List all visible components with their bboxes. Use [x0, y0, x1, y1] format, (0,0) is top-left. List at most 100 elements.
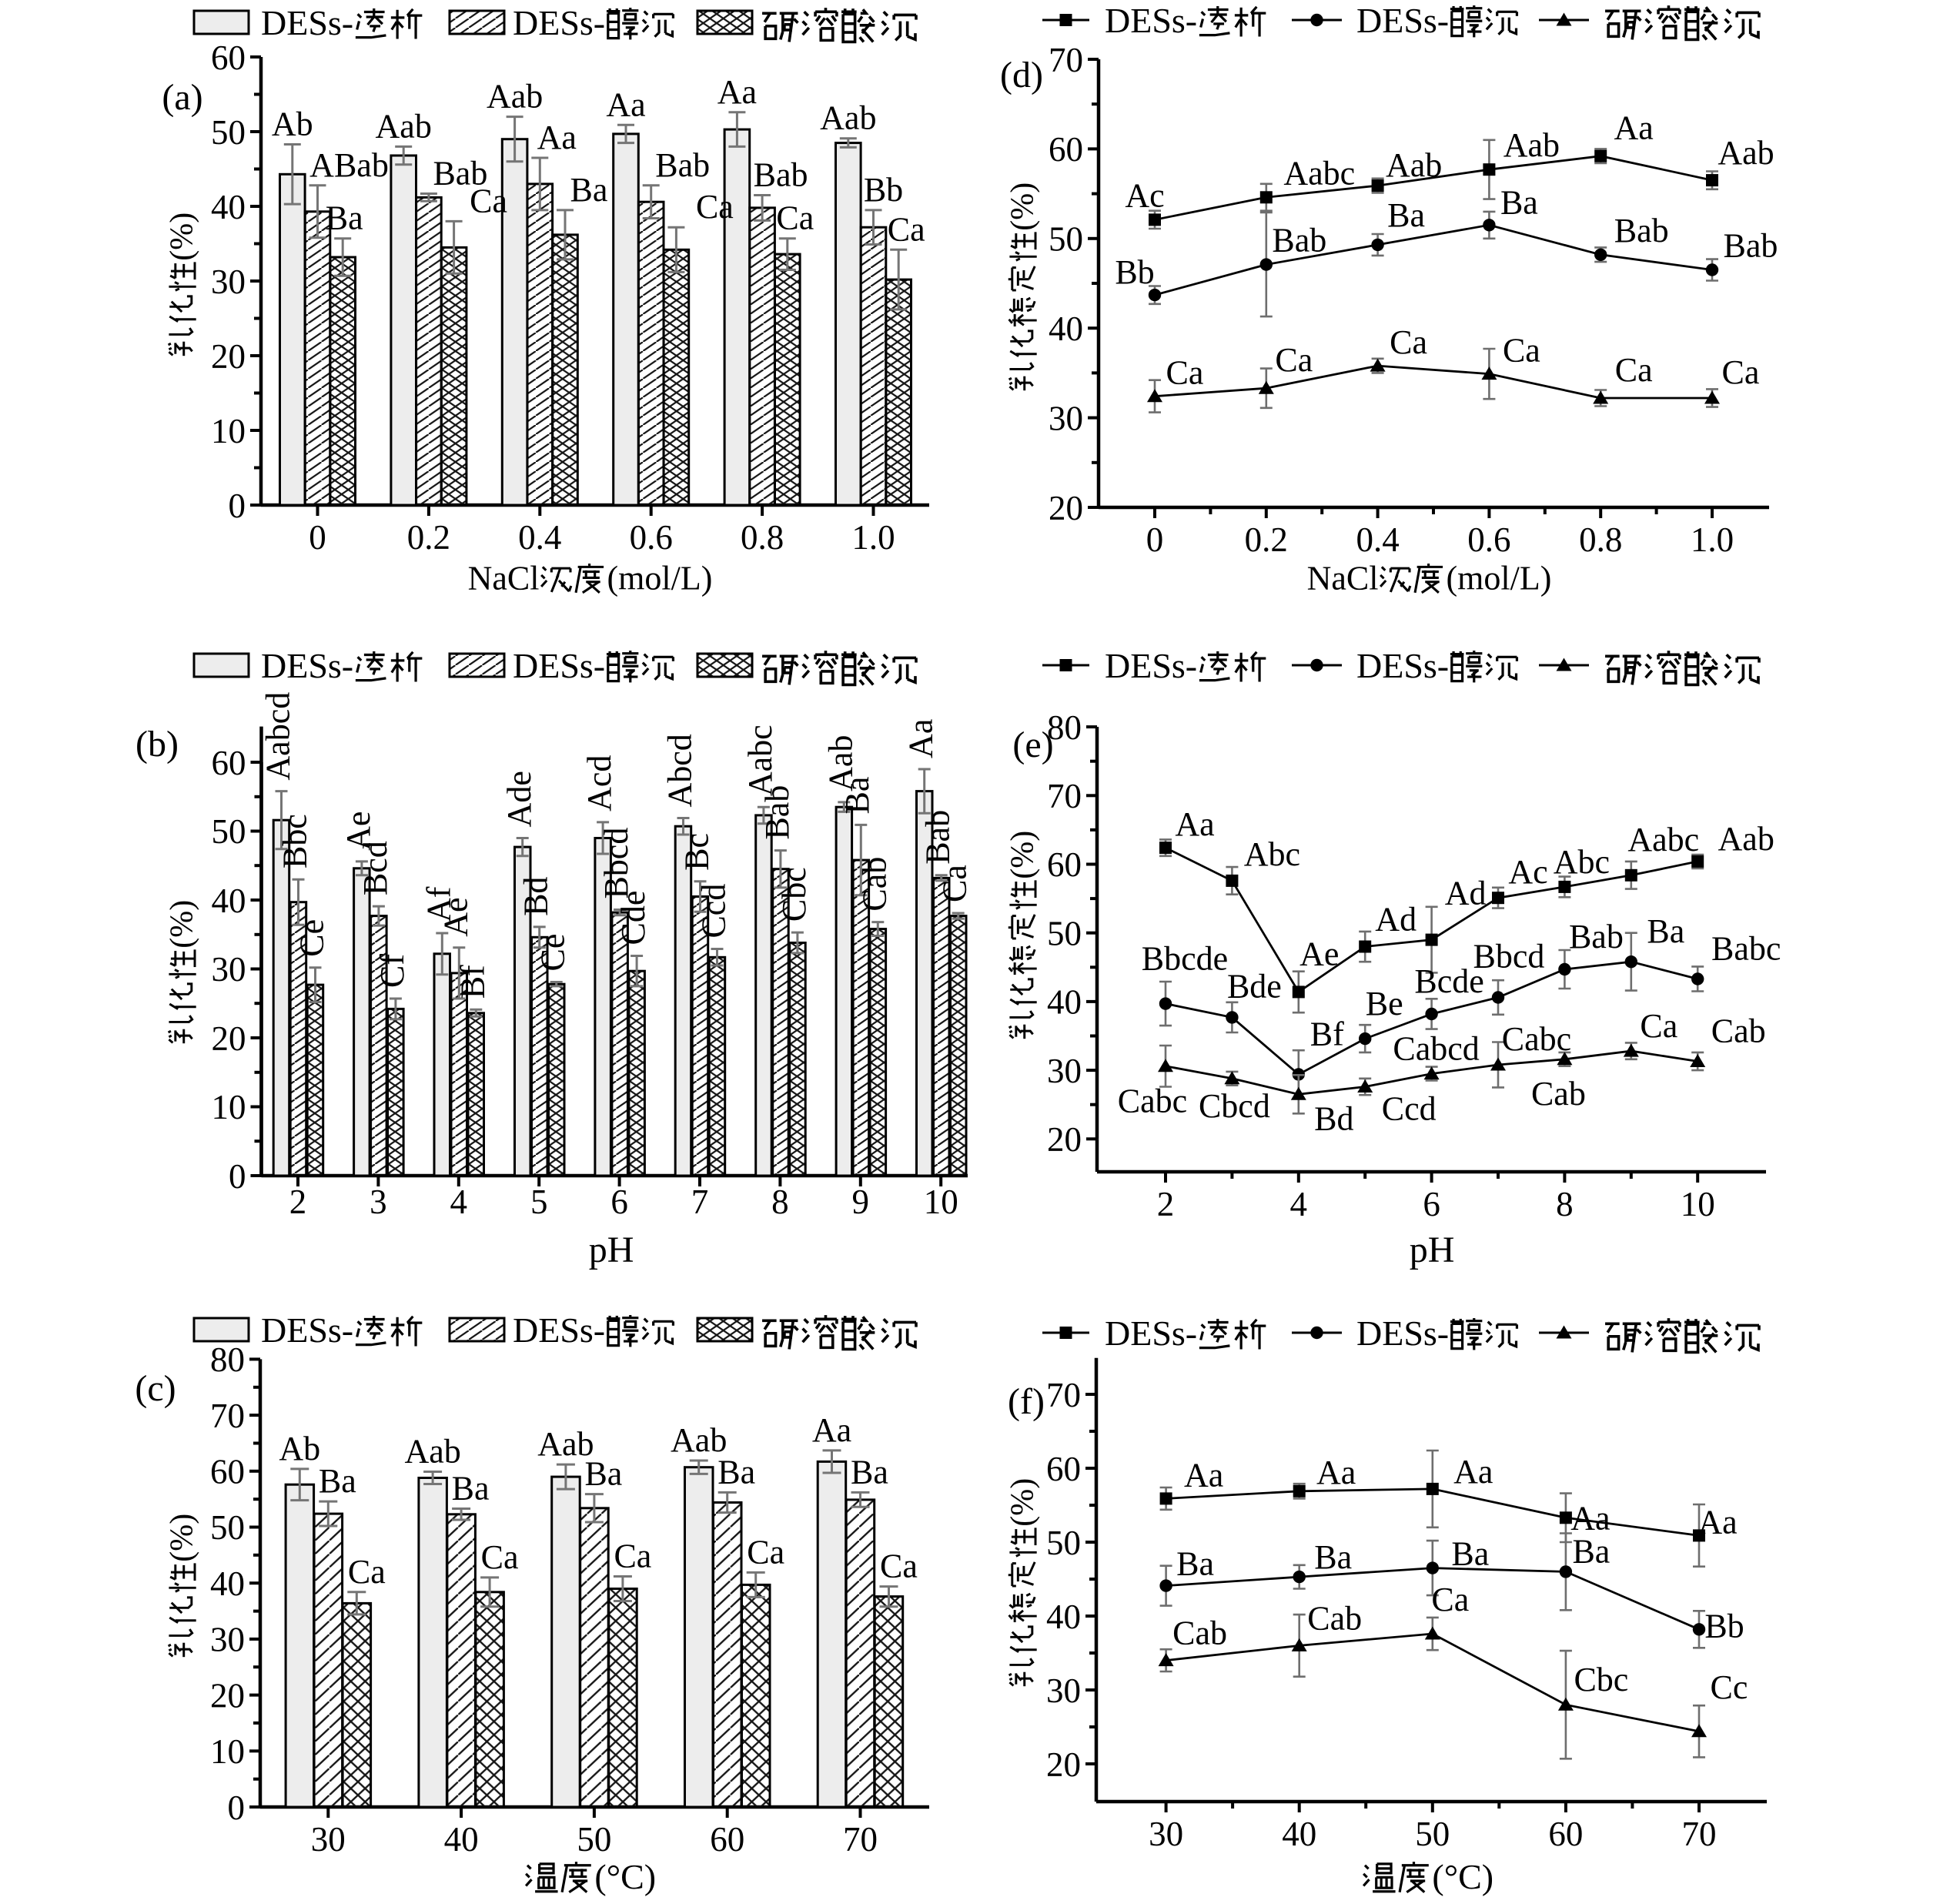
- svg-text:50: 50: [1046, 1524, 1081, 1562]
- svg-text:(%): (%): [165, 900, 200, 949]
- svg-text:70: 70: [1049, 41, 1083, 79]
- svg-text:70: 70: [843, 1820, 878, 1859]
- svg-text:(°C): (°C): [594, 1857, 656, 1896]
- svg-text:(%): (%): [1005, 831, 1041, 879]
- svg-text:Cabc: Cabc: [1502, 1020, 1571, 1058]
- svg-text:6: 6: [610, 1183, 628, 1221]
- svg-text:9: 9: [852, 1183, 870, 1221]
- svg-text:Ac: Ac: [1508, 853, 1547, 891]
- svg-text:4: 4: [1290, 1185, 1308, 1223]
- svg-text:0.6: 0.6: [1467, 520, 1510, 559]
- svg-text:Aa: Aa: [1175, 805, 1214, 843]
- svg-text:1.0: 1.0: [851, 518, 895, 557]
- svg-text:Ca: Ca: [776, 199, 814, 237]
- svg-text:Ade: Ade: [500, 771, 538, 827]
- svg-text:70: 70: [210, 1397, 245, 1435]
- svg-text:Ae: Ae: [340, 811, 377, 851]
- svg-text:Aabc: Aabc: [1627, 821, 1699, 858]
- svg-text:Aa: Aa: [902, 719, 940, 758]
- svg-text:50: 50: [1415, 1815, 1450, 1853]
- svg-text:(%): (%): [165, 212, 200, 261]
- svg-text:2: 2: [1157, 1185, 1175, 1223]
- svg-text:Aab: Aab: [404, 1433, 460, 1471]
- svg-text:60: 60: [1049, 130, 1083, 169]
- svg-text:Bf: Bf: [1310, 1016, 1344, 1053]
- svg-text:20: 20: [1049, 489, 1083, 527]
- svg-text:Aa: Aa: [606, 85, 645, 123]
- svg-text:40: 40: [1047, 983, 1082, 1022]
- svg-text:20: 20: [212, 1019, 246, 1058]
- svg-text:Aab: Aab: [487, 78, 543, 115]
- svg-text:Ca: Ca: [348, 1553, 386, 1591]
- svg-text:50: 50: [577, 1820, 611, 1859]
- svg-text:Cf: Cf: [373, 954, 411, 988]
- svg-text:Aab: Aab: [1386, 146, 1442, 184]
- svg-text:20: 20: [210, 1676, 245, 1715]
- svg-text:Cde: Cde: [614, 891, 652, 945]
- svg-text:Ca: Ca: [470, 182, 507, 219]
- svg-text:0.4: 0.4: [518, 518, 561, 557]
- svg-text:Bbc: Bbc: [276, 814, 314, 868]
- svg-text:Ba: Ba: [1451, 1535, 1489, 1573]
- svg-text:Aa: Aa: [1570, 1499, 1610, 1537]
- svg-text:Ab: Ab: [279, 1430, 320, 1467]
- svg-text:DESs-: DESs-: [513, 3, 605, 42]
- svg-text:Ca: Ca: [936, 865, 974, 902]
- svg-text:10: 10: [211, 412, 246, 450]
- svg-text:Aa: Aa: [717, 73, 757, 111]
- svg-text:ABab: ABab: [309, 146, 389, 184]
- svg-text:Ae: Ae: [436, 897, 474, 936]
- svg-text:Aa: Aa: [1614, 109, 1654, 147]
- svg-text:Ba: Ba: [1387, 196, 1425, 234]
- svg-text:60: 60: [1548, 1815, 1583, 1853]
- svg-text:Aab: Aab: [1718, 134, 1774, 172]
- svg-text:Cbc: Cbc: [1574, 1661, 1628, 1698]
- svg-text:0.6: 0.6: [630, 518, 673, 557]
- svg-text:Ca: Ca: [888, 210, 925, 248]
- svg-text:20: 20: [211, 337, 246, 376]
- svg-text:Ca: Ca: [1166, 354, 1204, 392]
- svg-text:Ae: Ae: [1299, 935, 1339, 972]
- svg-text:8: 8: [771, 1183, 789, 1221]
- svg-text:Aab: Aab: [671, 1421, 727, 1459]
- svg-text:60: 60: [212, 744, 246, 782]
- svg-text:10: 10: [924, 1183, 958, 1221]
- svg-text:0.4: 0.4: [1356, 520, 1399, 559]
- svg-text:Ce: Ce: [293, 919, 330, 957]
- svg-text:50: 50: [210, 1508, 245, 1547]
- svg-text:50: 50: [1049, 220, 1083, 259]
- svg-text:30: 30: [1049, 399, 1083, 437]
- svg-text:DESs-: DESs-: [1105, 646, 1197, 685]
- svg-text:Aabc: Aabc: [741, 724, 779, 796]
- svg-text:Af: Af: [420, 886, 457, 922]
- svg-text:0.2: 0.2: [407, 518, 450, 557]
- svg-text:DESs-: DESs-: [1356, 1313, 1449, 1353]
- svg-text:DESs-: DESs-: [1356, 1, 1449, 40]
- svg-text:30: 30: [311, 1820, 346, 1859]
- svg-text:Aa: Aa: [1184, 1456, 1223, 1494]
- svg-text:Ad: Ad: [1445, 875, 1487, 912]
- svg-text:40: 40: [212, 882, 246, 920]
- svg-text:(%): (%): [1005, 1478, 1041, 1527]
- svg-text:Ba: Ba: [570, 171, 608, 209]
- svg-text:0.8: 0.8: [1579, 520, 1622, 559]
- svg-text:DESs-: DESs-: [513, 646, 605, 685]
- svg-text:Ba: Ba: [584, 1455, 622, 1493]
- svg-text:Ca: Ca: [1431, 1581, 1469, 1618]
- svg-text:0: 0: [229, 1157, 246, 1196]
- svg-text:Ce: Ce: [534, 934, 572, 972]
- svg-text:(d): (d): [1000, 55, 1043, 95]
- svg-text:40: 40: [211, 188, 246, 226]
- svg-text:6: 6: [1423, 1185, 1440, 1223]
- svg-text:Aab: Aab: [821, 735, 859, 791]
- svg-text:Cab: Cab: [1531, 1075, 1586, 1113]
- svg-text:50: 50: [212, 812, 246, 851]
- svg-text:Ba: Ba: [1647, 912, 1684, 950]
- svg-text:(c): (c): [135, 1368, 176, 1409]
- svg-text:DESs-: DESs-: [261, 3, 353, 42]
- svg-text:0: 0: [1146, 520, 1164, 559]
- svg-text:Ca: Ca: [481, 1538, 519, 1576]
- svg-text:20: 20: [1046, 1745, 1081, 1784]
- svg-text:Ab: Ab: [272, 105, 313, 143]
- svg-text:Aab: Aab: [820, 99, 876, 137]
